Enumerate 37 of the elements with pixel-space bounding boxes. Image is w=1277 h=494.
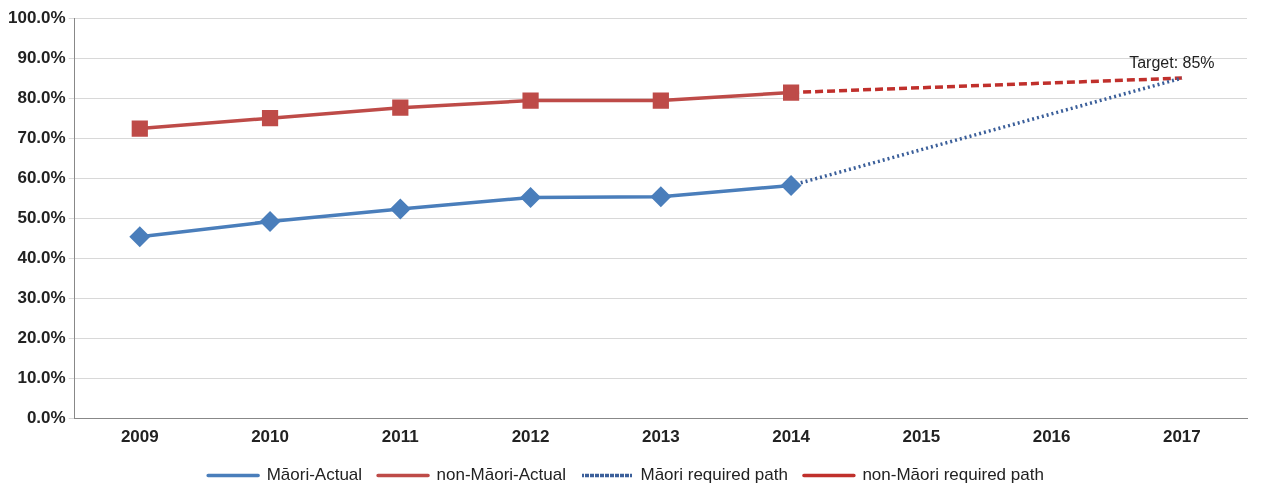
y-tick-label: 70.0% <box>17 127 66 147</box>
x-tick-label: 2017 <box>1162 427 1201 447</box>
annotation: Target: 85% <box>1129 54 1215 72</box>
point <box>652 92 669 109</box>
x-tick-label: 2013 <box>641 427 680 447</box>
y-tick-label: 10.0% <box>17 368 66 388</box>
point <box>522 92 539 109</box>
x-tick-label: 2015 <box>902 427 941 447</box>
y-tick-label: 60.0% <box>17 167 66 187</box>
point <box>131 120 148 137</box>
x-tick-label: 2009 <box>120 427 159 447</box>
point <box>392 99 409 116</box>
y-tick-label: 50.0% <box>17 207 66 227</box>
y-tick-label: 20.0% <box>17 328 66 348</box>
x-tick-label: 2014 <box>772 427 811 447</box>
point <box>520 187 541 208</box>
x-tick-label: 2012 <box>511 427 550 447</box>
point <box>260 211 280 232</box>
y-tick-label: 0.0% <box>26 408 66 428</box>
y-tick-label: 100.0% <box>7 7 66 27</box>
point <box>781 175 801 196</box>
point <box>261 110 279 127</box>
point <box>130 226 150 247</box>
point <box>390 199 411 219</box>
y-tick-label: 90.0% <box>17 47 66 67</box>
legend-label: Māori required path <box>640 465 788 485</box>
y-tick-label: 30.0% <box>17 288 66 308</box>
legend-label: Māori-Actual <box>266 465 363 485</box>
point <box>651 186 671 207</box>
x-tick-label: 2011 <box>381 427 419 447</box>
legend-label: non-Māori required path <box>862 465 1044 485</box>
y-tick-label: 40.0% <box>17 248 66 268</box>
x-tick-label: 2016 <box>1032 427 1071 447</box>
y-tick-label: 80.0% <box>17 87 66 107</box>
x-tick-label: 2010 <box>251 427 289 447</box>
point <box>782 84 800 101</box>
legend-label: non-Māori-Actual <box>436 465 567 485</box>
